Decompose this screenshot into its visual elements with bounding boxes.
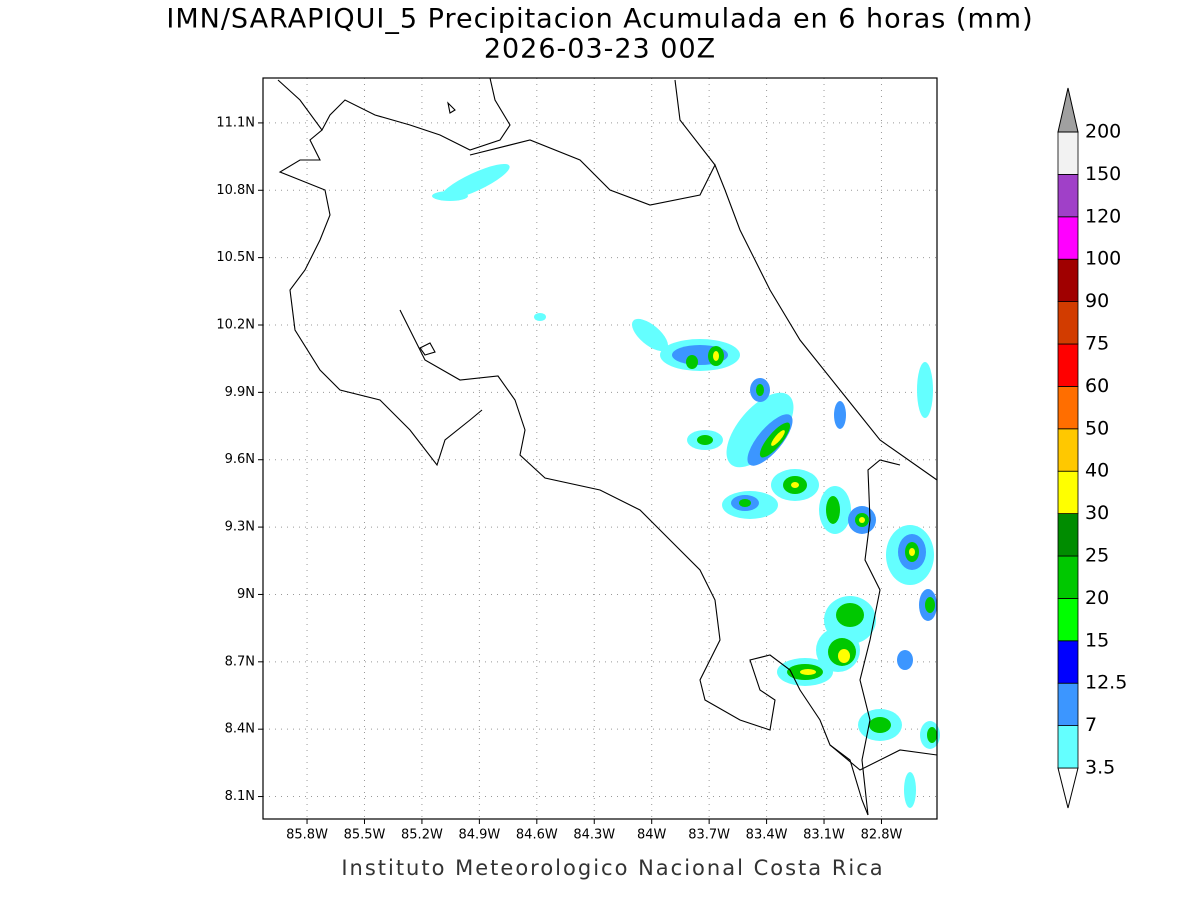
x-tick-label: 85.2W (401, 828, 443, 843)
colorbar-box (1057, 173, 1079, 218)
x-tick-label: 82.8W (861, 828, 903, 843)
grid (263, 78, 937, 819)
colorbar-label: 150 (1085, 163, 1121, 185)
colorbar: 3.5 7 12.5 15 20 25 30 40 50 60 75 90 100 120 150 200 (1057, 87, 1127, 809)
colorbar-label: 200 (1085, 121, 1121, 143)
x-tick-label: 83.1W (803, 828, 845, 843)
colorbar-label: 30 (1085, 502, 1109, 524)
colorbar-box (1057, 470, 1079, 515)
x-tick-label: 84.6W (516, 828, 558, 843)
precipitation (432, 163, 940, 808)
coastline (277, 77, 938, 816)
y-tick-label: 8.7N (225, 654, 255, 669)
y-tick-label: 9.9N (225, 385, 255, 400)
footer: Instituto Meteorologico Nacional Costa R… (341, 856, 884, 880)
colorbar-box (1057, 555, 1079, 599)
colorbar-box (1057, 640, 1079, 684)
y-tick-label: 10.8N (216, 183, 255, 198)
colorbar-box (1057, 682, 1079, 727)
x-tick-label: 83.7W (688, 828, 730, 843)
title: IMN/SARAPIQUI_5 Precipitacion Acumulada … (166, 4, 1033, 35)
colorbar-label: 90 (1085, 290, 1109, 312)
colorbar-label: 20 (1085, 587, 1109, 609)
colorbar-box (1057, 428, 1079, 472)
x-tick-label: 85.5W (344, 828, 386, 843)
colorbar-box (1057, 513, 1079, 557)
colorbar-box (1057, 343, 1079, 387)
x-tick-label: 84W (637, 828, 667, 843)
axes: 85.8W 85.5W 85.2W 84.9W 84.6W 84.3W 84W 83.7W 83… (216, 115, 902, 842)
y-tick-label: 9.6N (225, 452, 255, 467)
colorbar-label: 40 (1085, 460, 1109, 482)
y-tick-label: 8.4N (225, 722, 255, 737)
colorbar-label: 12.5 (1085, 672, 1127, 694)
subtitle: 2026-03-23 00Z (484, 34, 716, 65)
colorbar-label: 75 (1085, 333, 1109, 355)
y-tick-label: 10.5N (216, 250, 255, 265)
colorbar-box (1057, 131, 1079, 175)
colorbar-box (1057, 385, 1079, 430)
colorbar-over (1057, 87, 1079, 133)
y-tick-label: 8.1N (225, 789, 255, 804)
y-tick-label: 9N (237, 587, 255, 602)
colorbar-label: 120 (1085, 205, 1121, 227)
colorbar-box (1057, 301, 1079, 345)
y-tick-label: 10.2N (216, 318, 255, 333)
colorbar-box (1057, 216, 1079, 260)
x-tick-label: 85.8W (286, 828, 328, 843)
x-tick-label: 84.3W (573, 828, 615, 843)
colorbar-box (1057, 258, 1079, 303)
colorbar-under (1057, 767, 1079, 809)
colorbar-label: 7 (1085, 714, 1097, 736)
x-tick-label: 84.9W (458, 828, 500, 843)
y-tick-label: 11.1N (216, 115, 255, 130)
x-tick-label: 83.4W (746, 828, 788, 843)
colorbar-label: 15 (1085, 629, 1109, 651)
y-tick-label: 9.3N (225, 520, 255, 535)
colorbar-label: 50 (1085, 417, 1109, 439)
colorbar-label: 60 (1085, 375, 1109, 397)
colorbar-label: 25 (1085, 545, 1109, 567)
map-frame (262, 77, 938, 820)
colorbar-label: 3.5 (1085, 757, 1115, 779)
colorbar-label: 100 (1085, 248, 1121, 270)
colorbar-box (1057, 725, 1079, 769)
colorbar-box (1057, 598, 1079, 642)
